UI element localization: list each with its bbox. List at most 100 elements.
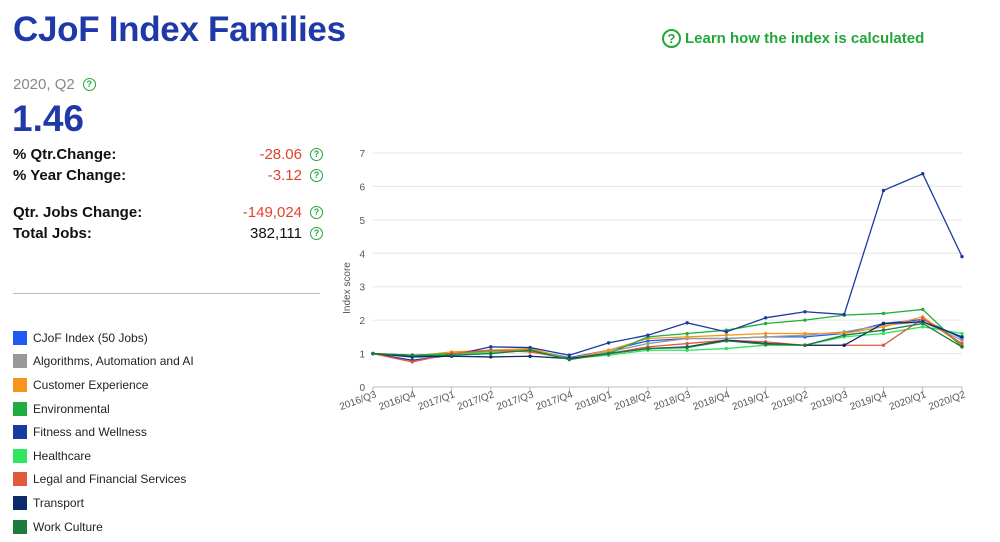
stat-label: % Year Change: [13, 167, 127, 184]
data-point [803, 343, 807, 347]
help-icon: ? [662, 29, 681, 48]
data-point [410, 360, 414, 364]
stat-value: 382,111 [250, 225, 302, 242]
data-point [881, 321, 886, 326]
legend-label: Transport [33, 495, 84, 510]
x-tick-label: 2016/Q3 [338, 389, 378, 413]
data-point [606, 341, 611, 345]
legend-swatch [13, 330, 27, 345]
stat-value: -28.06 [259, 146, 302, 163]
x-tick-label: 2019/Q4 [849, 389, 889, 413]
data-point [646, 339, 650, 343]
data-point [842, 312, 846, 317]
data-point [881, 328, 886, 332]
legend-label: Work Culture [33, 519, 103, 534]
data-point [528, 345, 532, 350]
stat-help-icon[interactable]: ? [310, 227, 323, 240]
data-point [960, 338, 964, 342]
data-point [528, 354, 532, 358]
data-point [685, 321, 689, 325]
legend-item-fitness-wellness[interactable]: Fitness and Wellness [13, 420, 194, 444]
x-tick-label: 2018/Q4 [692, 389, 732, 413]
data-point [881, 331, 886, 336]
data-point [489, 348, 493, 352]
data-point [960, 341, 964, 346]
legend-item-legal-financial[interactable]: Legal and Financial Services [13, 468, 194, 492]
x-tick-label: 2018/Q1 [574, 389, 614, 413]
legend-swatch [13, 377, 27, 392]
stat-value: -3.12 [267, 167, 302, 184]
learn-link-label: Learn how the index is calculated [685, 30, 925, 47]
legend-label: Legal and Financial Services [33, 472, 187, 487]
x-tick-label: 2017/Q3 [495, 389, 535, 413]
data-point [724, 346, 729, 351]
period-label: 2020, Q2 ? [13, 76, 96, 93]
data-point [724, 330, 729, 334]
x-tick-label: 2018/Q2 [613, 389, 653, 413]
data-point [881, 343, 886, 347]
y-tick-label: 0 [359, 383, 365, 394]
data-point [528, 348, 532, 352]
index-value: 1.46 [12, 98, 85, 139]
data-point [921, 321, 925, 326]
data-point [921, 307, 925, 312]
data-point [489, 351, 493, 356]
stat-year-change: % Year Change: -3.12 ? [13, 167, 323, 184]
legend-item-algorithms[interactable]: Algorithms, Automation and AI [13, 350, 194, 374]
x-tick-label: 2020/Q1 [888, 389, 928, 413]
data-point [960, 331, 964, 336]
data-point [724, 333, 729, 337]
data-point [763, 335, 768, 339]
x-tick-label: 2017/Q4 [535, 389, 575, 413]
data-point [410, 353, 414, 357]
data-point [842, 333, 846, 337]
y-tick-label: 2 [359, 316, 365, 327]
x-tick-label: 2020/Q2 [927, 389, 967, 413]
legend-swatch [13, 425, 27, 440]
data-point [646, 333, 650, 337]
y-tick-label: 5 [359, 216, 365, 227]
legend-label: Healthcare [33, 448, 92, 463]
legend-swatch [13, 519, 27, 534]
data-point [763, 331, 768, 336]
stat-label: % Qtr.Change: [13, 146, 117, 163]
data-point [921, 325, 925, 329]
stat-qtr-change: % Qtr.Change: -28.06 ? [13, 146, 323, 163]
period-help-icon[interactable]: ? [82, 78, 96, 91]
stat-total-jobs: Total Jobs: 382,111 ? [13, 225, 323, 242]
data-point [803, 310, 807, 314]
legend-item-environmental[interactable]: Environmental [13, 397, 194, 421]
x-tick-label: 2019/Q2 [770, 389, 810, 413]
x-tick-label: 2019/Q1 [731, 389, 771, 413]
y-tick-label: 4 [359, 249, 365, 260]
stat-label: Qtr. Jobs Change: [13, 204, 143, 221]
legend-item-transport[interactable]: Transport [13, 491, 194, 515]
data-point [960, 335, 964, 339]
legend-item-customer-experience[interactable]: Customer Experience [13, 373, 194, 397]
data-point [567, 353, 572, 357]
data-point [567, 357, 572, 362]
y-axis-label: Index score [342, 262, 353, 314]
stat-help-icon[interactable]: ? [310, 206, 323, 219]
learn-calculation-link[interactable]: ? Learn how the index is calculated [662, 29, 924, 48]
series-line [372, 322, 963, 361]
y-tick-label: 1 [359, 350, 365, 361]
x-tick-label: 2018/Q3 [652, 389, 692, 413]
data-point [724, 339, 729, 343]
data-point [763, 316, 768, 320]
x-tick-label: 2016/Q4 [377, 389, 417, 413]
legend: CJoF Index (50 Jobs) Algorithms, Automat… [13, 326, 194, 538]
legend-item-cjof-index[interactable]: CJoF Index (50 Jobs) [13, 326, 194, 350]
legend-item-work-culture[interactable]: Work Culture [13, 515, 194, 539]
data-point [803, 318, 807, 322]
series-line [372, 172, 963, 361]
stat-help-icon[interactable]: ? [310, 148, 323, 161]
data-point [921, 316, 925, 321]
stat-help-icon[interactable]: ? [310, 169, 323, 182]
legend-swatch [13, 495, 27, 510]
legend-item-healthcare[interactable]: Healthcare [13, 444, 194, 468]
data-point [606, 351, 611, 356]
data-point [489, 355, 493, 359]
data-point [646, 346, 650, 351]
